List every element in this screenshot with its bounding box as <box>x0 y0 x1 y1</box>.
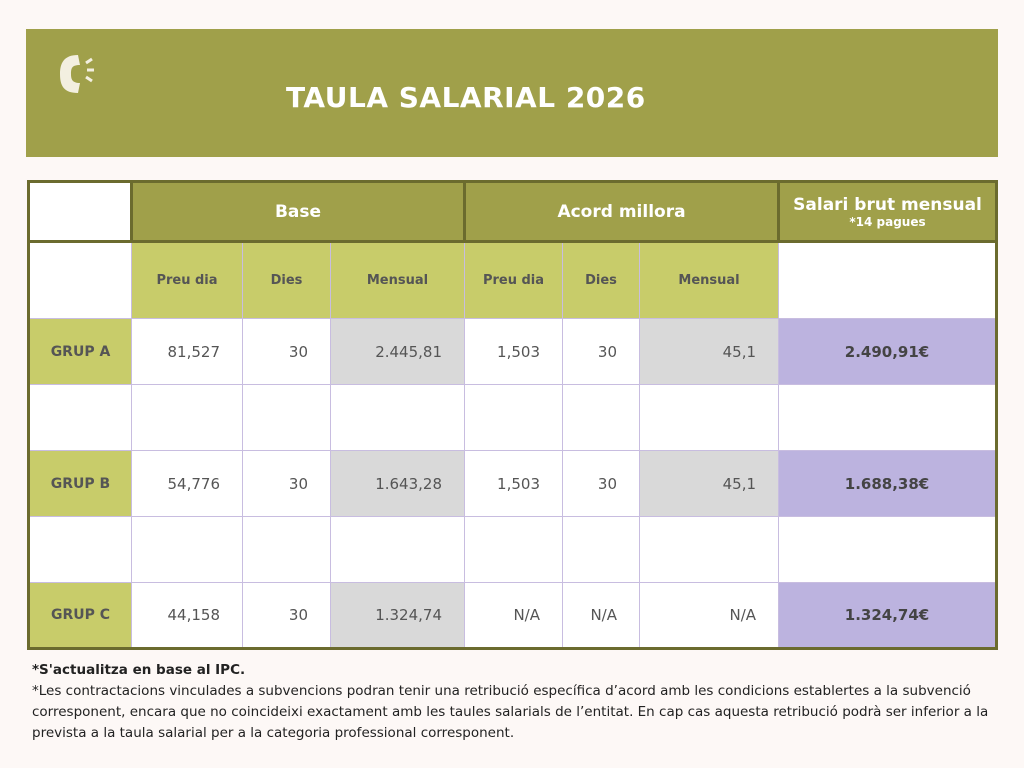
base-mensual: 1.643,28 <box>330 450 465 517</box>
acord-mensual: 45,1 <box>638 450 780 517</box>
base-preu-dia: 44,158 <box>131 582 243 650</box>
base-preu-dia: 54,776 <box>131 450 243 517</box>
empty-cell <box>330 384 465 451</box>
acord-preu-dia: 1,503 <box>464 318 563 385</box>
subheader: Preu dia <box>131 241 243 319</box>
acord-dies: 30 <box>562 318 640 385</box>
empty-cell <box>464 384 563 451</box>
header-salari-brut: Salari brut mensual *14 pagues <box>777 180 999 243</box>
empty-cell <box>464 516 563 583</box>
base-dies: 30 <box>242 318 331 385</box>
table-row: GRUP B 54,776 30 1.643,28 1,503 30 45,1 … <box>27 450 999 517</box>
group-label: GRUP C <box>27 582 132 650</box>
empty-corner <box>27 180 133 243</box>
acord-preu-dia: N/A <box>464 582 563 650</box>
empty-cell <box>27 241 132 319</box>
salari-note: *14 pagues <box>849 214 926 229</box>
group-label: GRUP A <box>27 318 132 385</box>
empty-cell <box>27 516 132 583</box>
subheader: Mensual <box>330 241 465 319</box>
table-row: GRUP A 81,527 30 2.445,81 1,503 30 45,1 … <box>27 318 999 385</box>
page-title: TAULA SALARIAL 2026 <box>286 81 646 114</box>
subheader: Preu dia <box>464 241 563 319</box>
salari-total: 1.324,74€ <box>778 582 999 650</box>
salari-total: 2.490,91€ <box>778 318 999 385</box>
acord-preu-dia: 1,503 <box>464 450 563 517</box>
header-base: Base <box>130 180 466 243</box>
base-preu-dia: 81,527 <box>131 318 243 385</box>
table-row: GRUP C 44,158 30 1.324,74 N/A N/A N/A 1.… <box>27 582 999 650</box>
note-ipc: *S'actualitza en base al IPC. <box>32 662 246 678</box>
empty-cell <box>242 516 331 583</box>
subheader: Dies <box>562 241 640 319</box>
empty-cell <box>242 384 331 451</box>
acord-mensual: N/A <box>638 582 780 650</box>
salari-total: 1.688,38€ <box>778 450 999 517</box>
empty-cell <box>778 241 999 319</box>
base-mensual: 2.445,81 <box>330 318 465 385</box>
empty-cell <box>638 516 780 583</box>
empty-cell <box>562 384 640 451</box>
spacer-row <box>27 384 999 451</box>
header-banner: TAULA SALARIAL 2026 <box>26 29 998 157</box>
footnotes: *S'actualitza en base al IPC. *Les contr… <box>32 660 992 744</box>
empty-cell <box>27 384 132 451</box>
empty-cell <box>330 516 465 583</box>
empty-cell <box>131 516 243 583</box>
acord-dies: N/A <box>562 582 640 650</box>
subheader: Mensual <box>638 241 780 319</box>
empty-cell <box>778 516 999 583</box>
subheader: Dies <box>242 241 331 319</box>
acord-mensual: 45,1 <box>638 318 780 385</box>
acord-dies: 30 <box>562 450 640 517</box>
header-acord-millora: Acord millora <box>462 180 781 243</box>
empty-cell <box>562 516 640 583</box>
empty-cell <box>778 384 999 451</box>
base-dies: 30 <box>242 450 331 517</box>
empty-cell <box>131 384 243 451</box>
base-mensual: 1.324,74 <box>330 582 465 650</box>
logo-icon <box>60 55 94 93</box>
base-dies: 30 <box>242 582 331 650</box>
note-subvencions: *Les contractacions vinculades a subvenc… <box>32 683 989 741</box>
salari-label: Salari brut mensual <box>793 194 982 215</box>
spacer-row <box>27 516 999 583</box>
salary-table: Base Acord millora Salari brut mensual *1… <box>27 180 999 650</box>
empty-cell <box>638 384 780 451</box>
group-label: GRUP B <box>27 450 132 517</box>
